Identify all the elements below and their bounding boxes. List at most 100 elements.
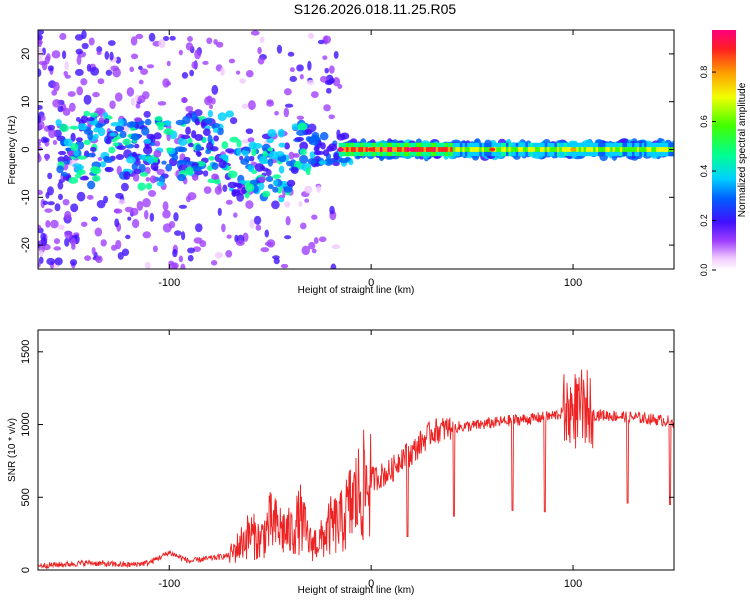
spectrogram-y-tick-label: 10 [20,96,32,108]
spectrogram-band-blob [258,156,268,165]
spectrogram-band-blob [163,128,174,136]
spectrogram-noise-blob [59,32,67,41]
spectrogram-noise-blob [283,88,292,96]
spectrogram-noise-blob [226,234,232,239]
spectrogram-noise-blob [83,94,92,105]
spectrogram-noise-blob [216,41,224,48]
spectrogram-noise-blob [76,191,86,202]
spectrogram-core-cell [583,147,587,152]
spectrogram-band-blob [130,133,141,141]
spectrogram-core-cell [547,147,551,152]
spectrogram-band-blob [139,171,148,177]
spectrogram-noise-blob [308,241,316,250]
spectrogram-noise-blob [259,36,265,43]
spectrogram-noise-blob [52,140,58,145]
spectrogram-band-blob [218,160,227,169]
spectrogram-noise-blob [173,212,179,222]
spectrogram-core-cell [481,147,485,152]
spectrogram-noise-blob [54,203,61,212]
spectrogram-noise-blob [114,208,120,214]
spectrogram-core-cell [375,147,379,152]
spectrogram-y-tick-label: 0 [20,146,32,152]
spectrogram-y-ticks: -20 -10 0 10 20 [20,48,674,253]
spectrogram-band-blob [69,143,79,152]
spectrogram-noise-blob [162,209,171,219]
spectrogram-band-blob [126,156,136,164]
spectrogram-noise-blob [140,68,149,75]
spectrogram-band-blob [262,190,271,198]
spectrogram-band-blob [165,163,173,172]
spectrogram-core-cell [380,147,384,152]
spectrogram-band-blob [305,167,311,176]
spectrogram-band-blob [95,122,103,129]
spectrogram-noise-blob [131,218,140,229]
spectrogram-noise-blob [253,215,262,225]
spectrogram-noise-blob [287,51,295,57]
spectrogram-core-cell [590,147,594,152]
spectrogram-band-blob [119,130,127,139]
spectrogram-core-cell [648,147,652,152]
spectrogram-noise-blob [225,199,233,205]
spectrogram-noise-blob [121,248,130,257]
spectrogram-band-blob [244,183,255,193]
spectrogram-band-blob [58,150,67,156]
spectrogram-band-blob [207,134,213,144]
spectrogram-core-cell [353,147,357,152]
spectrogram-noise-blob [228,58,236,64]
spectrogram-core-cell [539,147,543,152]
spectrogram-noise-blob [210,260,218,266]
spectrogram-core-cell [561,147,565,152]
spectrogram-band-blob [299,141,309,151]
spectrogram-band-blob [309,151,316,159]
spectrogram-core-cell [651,147,655,152]
spectrogram-noise-blob [156,168,165,176]
spectrogram-noise-blob [110,65,119,71]
spectrogram-noise-blob [289,75,298,82]
spectrogram-noise-blob [63,71,68,77]
spectrogram-band-blob [319,131,329,141]
colorbar-label: Normalized spectral amplitude [737,82,748,217]
spectrogram-noise-blob [69,259,78,266]
spectrogram-noise-blob [46,257,55,266]
spectrogram-noise-blob [325,87,332,94]
spectrogram-noise-blob [107,40,116,46]
spectrogram-band-blob [185,126,191,135]
spectrogram-band-blob [339,158,349,164]
spectrogram-noise-blob [152,245,158,253]
spectrogram-band-blob [143,145,153,155]
snr-x-tick-label: 0 [368,578,374,590]
spectrogram-noise-blob [94,227,103,237]
spectrogram-band-blob [227,170,238,179]
spectrogram-band-blob [305,136,312,142]
spectrogram-noise-blob [148,190,157,197]
spectrogram-noise-blob [206,37,213,45]
spectrogram-noise-blob [109,100,116,110]
spectrogram-noise-blob [64,60,69,71]
spectrogram-noise-blob [138,65,143,71]
spectrogram-core-cell [552,147,556,152]
spectrogram-noise-blob [53,238,61,245]
spectrogram-noise-blob [255,224,262,231]
spectrogram-noise-blob [191,61,198,69]
spectrogram-band-blob [211,122,221,129]
spectrogram-band-blob [195,144,202,152]
spectrogram-core-cell [447,147,451,152]
spectrogram-core-cell [360,147,364,152]
spectrogram-noise-blob [38,40,43,45]
spectrogram-noise-blob [316,185,322,193]
spectrogram-core-cell [452,147,456,152]
spectrogram-core-cell [396,147,400,152]
spectrogram-noise-blob [308,32,315,39]
spectrogram-noise-blob [165,81,172,86]
spectrogram-noise-blob [90,66,100,76]
spectrogram-band-blob [115,125,123,133]
spectrogram-noise-blob [180,231,186,241]
spectrogram-noise-blob [92,91,100,98]
spectrogram-noise-blob [70,203,79,213]
spectrogram-band-blob [267,129,277,138]
spectrogram-noise-blob [289,67,295,73]
spectrogram-core-cell [549,147,553,152]
colorbar-gradient [712,30,736,270]
spectrogram-noise-blob [51,89,58,96]
spectrogram-peak [166,147,173,152]
